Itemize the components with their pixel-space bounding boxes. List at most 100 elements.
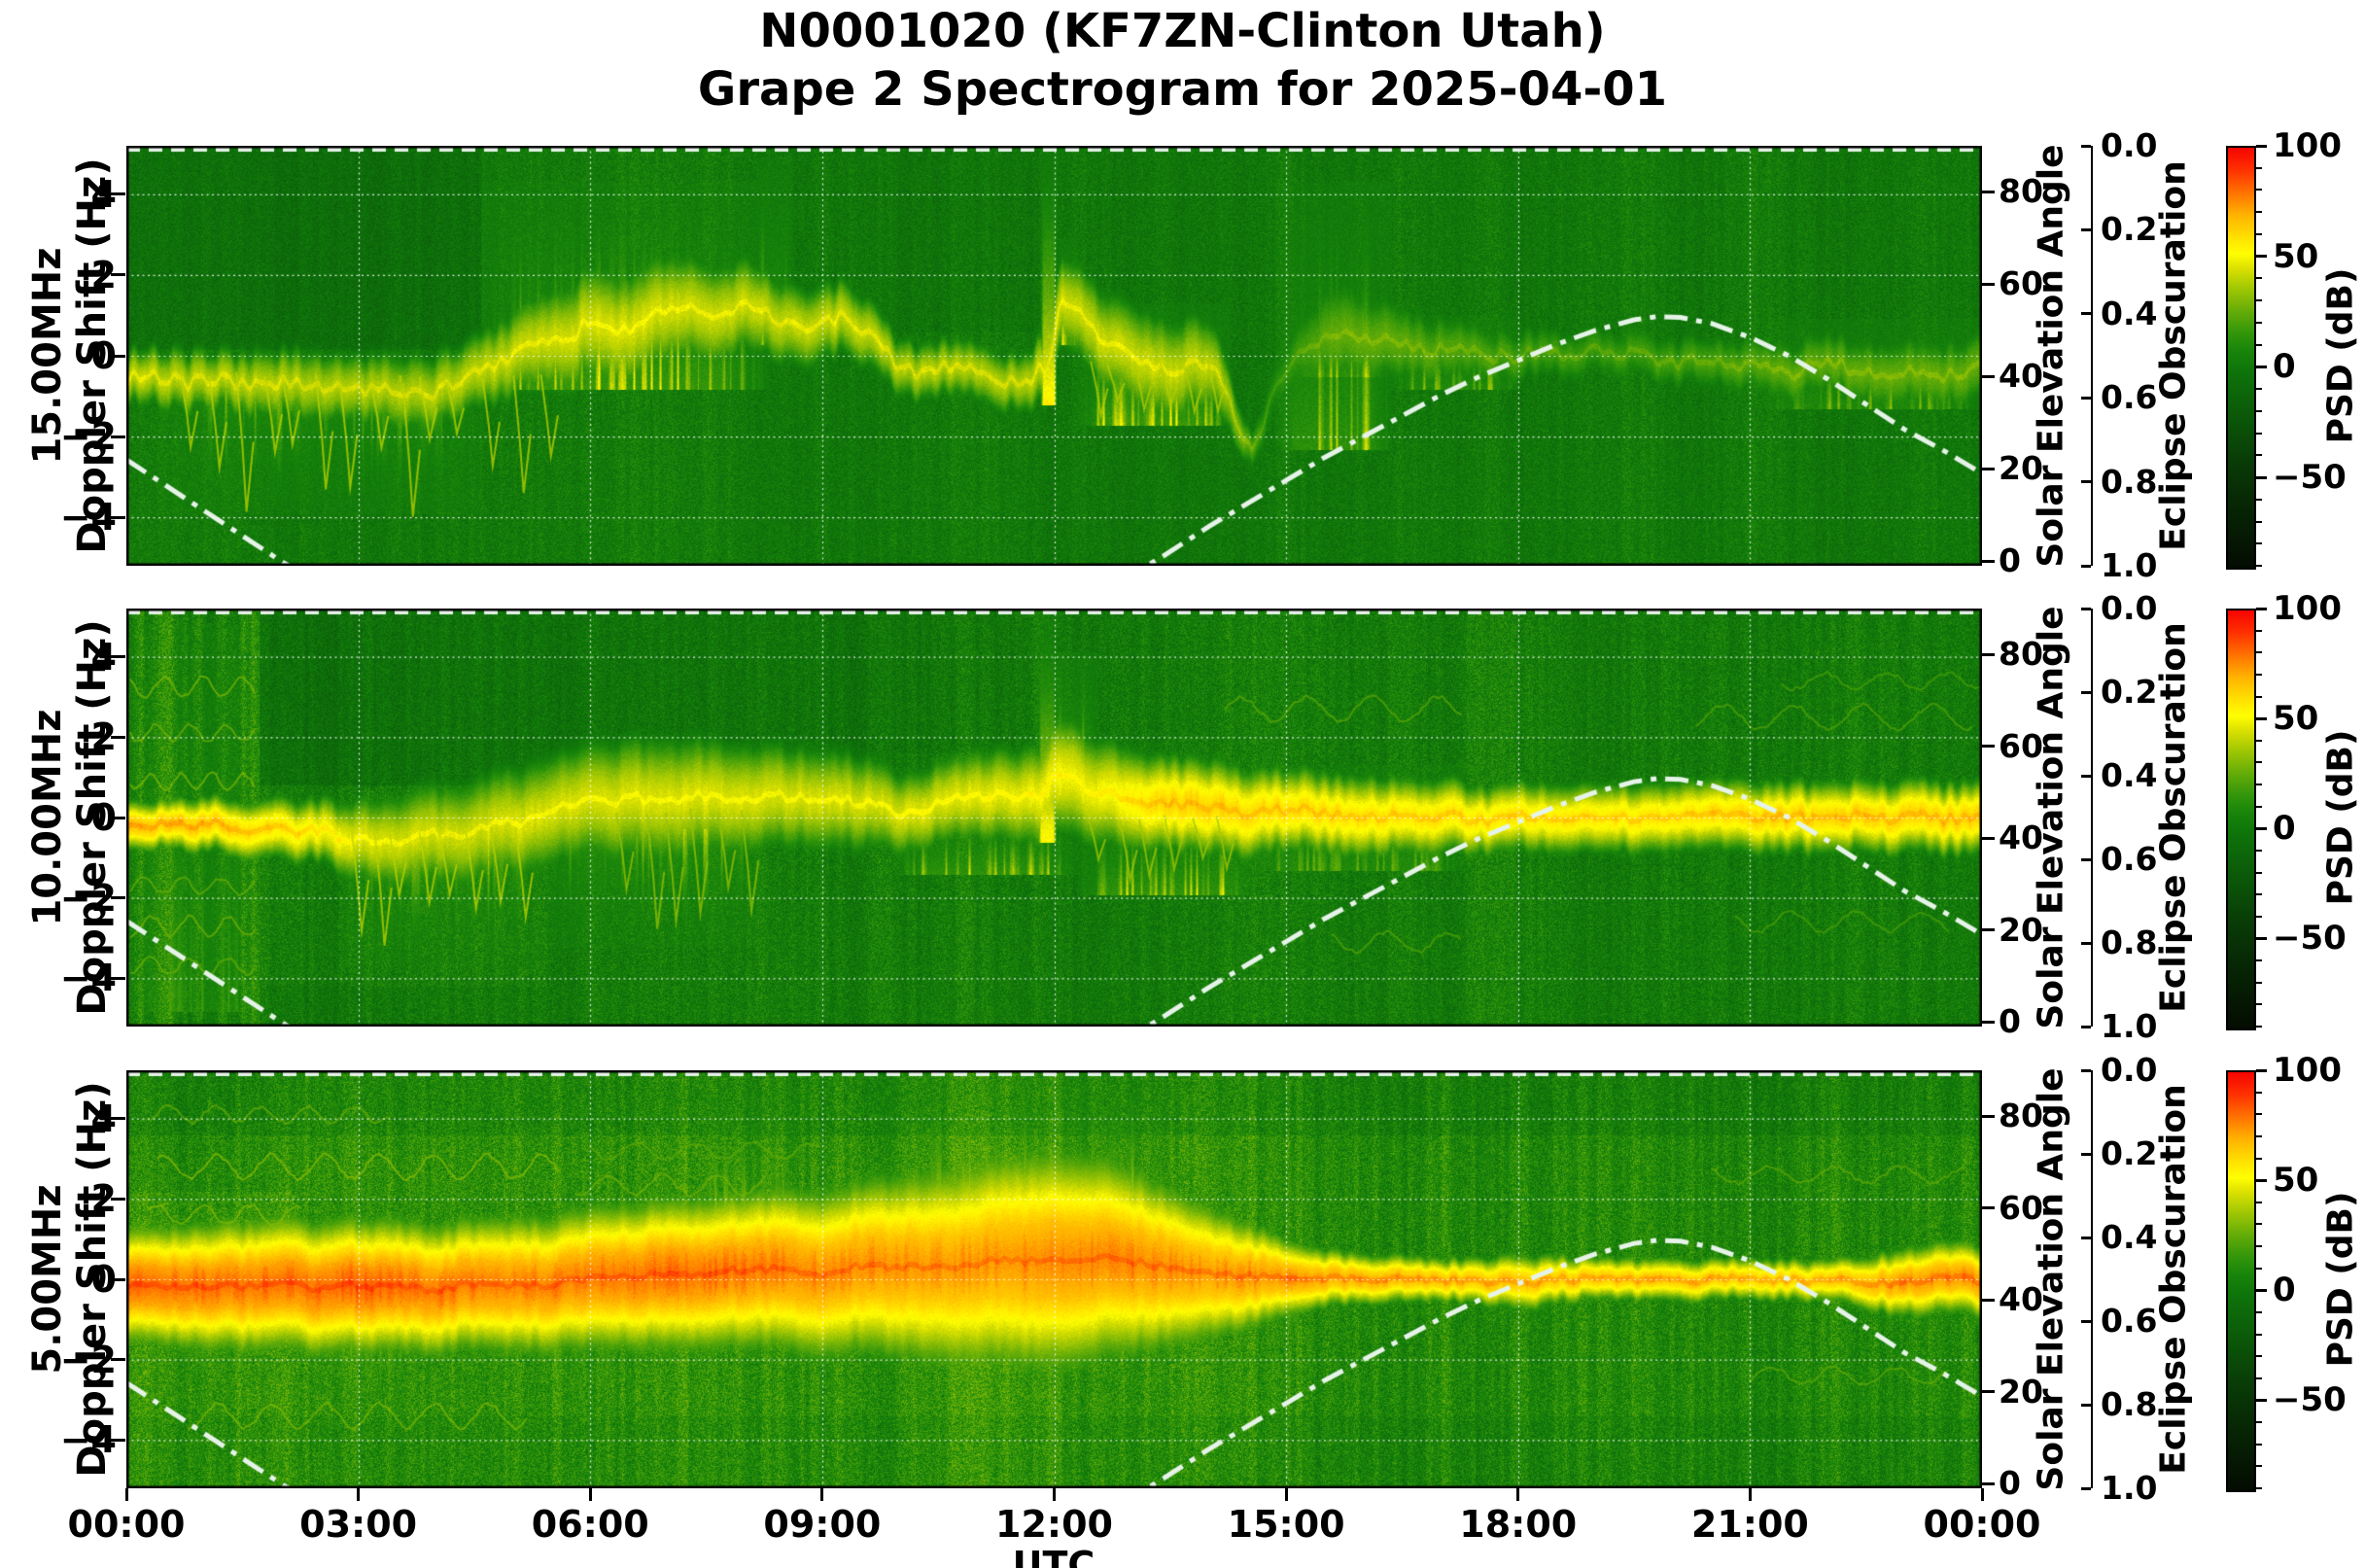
eclipse-tick-label: 0.0 [2101,1051,2158,1089]
eclipse-tick-mark [2081,1152,2091,1156]
psd-minor-tick [2256,1245,2262,1248]
eclipse-tick-label: 0.8 [2101,1385,2158,1423]
psd-minor-tick [2256,432,2262,435]
x-tick-mark [357,1488,361,1501]
eclipse-tick-label: 0.6 [2101,1302,2158,1340]
psd-minor-tick [2256,299,2262,302]
eclipse-tick-label: 0.4 [2101,1218,2158,1256]
psd-minor-tick [2256,409,2262,412]
solar-tick-label: 40 [1999,357,2043,396]
y-tick-mark [111,976,125,980]
eclipse-tick-mark [2081,607,2091,610]
eclipse-tick-label: 0.4 [2101,756,2158,794]
x-tick-mark [124,1488,128,1501]
psd-minor-tick [2256,211,2262,214]
psd-minor-tick [2256,1465,2262,1468]
psd-minor-tick [2256,1421,2262,1424]
eclipse-tick-label: 1.0 [2101,1469,2158,1507]
solar-tick-mark [1982,190,1995,193]
solar-tick-label: 60 [1999,1188,2043,1227]
solar-tick-label: 20 [1999,449,2043,488]
psd-minor-tick [2256,277,2262,280]
y-tick-mark [111,735,125,739]
solar-tick-label: 0 [1999,541,2021,580]
psd-tick-label: 0 [2273,809,2296,849]
figure-title-line1: N0001020 (KF7ZN-Clinton Utah) [759,4,1606,58]
y-tick-label: 0 [90,796,117,839]
eclipse-tick-mark [2081,396,2091,400]
eclipse-tick-label: 0.4 [2101,294,2158,332]
psd-minor-tick [2256,498,2262,501]
psd-minor-tick [2256,1443,2262,1446]
x-tick-mark [820,1488,824,1501]
psd-minor-tick [2256,1355,2262,1358]
spectrogram-canvas-15mhz [126,146,1982,566]
psd-tick-mark [2256,1068,2267,1072]
psd-colorbar [2226,609,2256,1030]
eclipse-tick-mark [2081,857,2091,861]
y-tick-mark [111,816,125,819]
y-tick-mark [111,1438,125,1442]
eclipse-tick-mark [2081,941,2091,945]
psd-tick-mark [2256,1288,2267,1292]
solar-tick-label: 0 [1999,1464,2021,1503]
eclipse-tick-mark [2081,690,2091,694]
eclipse-tick-mark [2081,774,2091,778]
psd-minor-tick [2256,542,2262,545]
eclipse-axis-spine [2091,1070,2093,1488]
solar-tick-mark [1982,1481,1995,1485]
solar-tick-mark [1982,745,1995,749]
psd-minor-tick [2256,1376,2262,1379]
psd-colorbar [2226,1070,2256,1492]
psd-tick-label: 50 [2273,236,2319,276]
y-tick-label: 2 [90,715,117,759]
eclipse-tick-label: 0.6 [2101,840,2158,878]
eclipse-tick-label: 0.2 [2101,210,2158,249]
psd-minor-tick [2256,565,2262,567]
x-tick-mark [1516,1488,1520,1501]
solar-tick-label: 60 [1999,726,2043,765]
psd-minor-tick [2256,673,2262,676]
solar-tick-mark [1982,928,1995,932]
psd-tick-label: −50 [2273,919,2347,958]
psd-tick-label: 50 [2273,1161,2319,1201]
spectrogram-canvas-5mhz [126,1070,1982,1488]
psd-minor-tick [2256,1026,2262,1028]
psd-minor-tick [2256,739,2262,742]
psd-tick-label: 0 [2273,347,2296,387]
y-tick-label: 4 [90,172,117,216]
psd-minor-tick [2256,629,2262,632]
psd-minor-tick [2256,915,2262,918]
y-tick-label: −4 [59,957,117,1000]
psd-minor-tick [2256,959,2262,962]
y-tick-label: −2 [59,415,117,459]
y-tick-label: −2 [59,1338,117,1381]
solar-tick-label: 20 [1999,1372,2043,1411]
eclipse-axis-spine [2091,146,2093,566]
y-tick-mark [111,435,125,438]
psd-minor-tick [2256,388,2262,391]
eclipse-axis-spine [2091,609,2093,1027]
solar-tick-mark [1982,282,1995,286]
eclipse-tick-mark [2081,227,2091,231]
x-tick-label: 00:00 [67,1503,186,1546]
psd-tick-mark [2256,1398,2267,1402]
psd-minor-tick [2256,1487,2262,1489]
solar-tick-mark [1982,1114,1995,1118]
psd-minor-tick [2256,849,2262,852]
eclipse-tick-label: 0.2 [2101,1134,2158,1172]
psd-minor-tick [2256,189,2262,192]
psd-minor-tick [2256,1223,2262,1226]
x-tick-label: 21:00 [1690,1503,1809,1546]
x-tick-mark [1748,1488,1752,1501]
solar-tick-mark [1982,1206,1995,1210]
solar-tick-mark [1982,652,1995,656]
solar-tick-mark [1982,1390,1995,1394]
psd-minor-tick [2256,1003,2262,1006]
psd-minor-tick [2256,1113,2262,1116]
x-tick-label: 12:00 [995,1503,1113,1546]
y-tick-label: 4 [90,635,117,679]
y-tick-mark [111,655,125,659]
psd-minor-tick [2256,1157,2262,1160]
